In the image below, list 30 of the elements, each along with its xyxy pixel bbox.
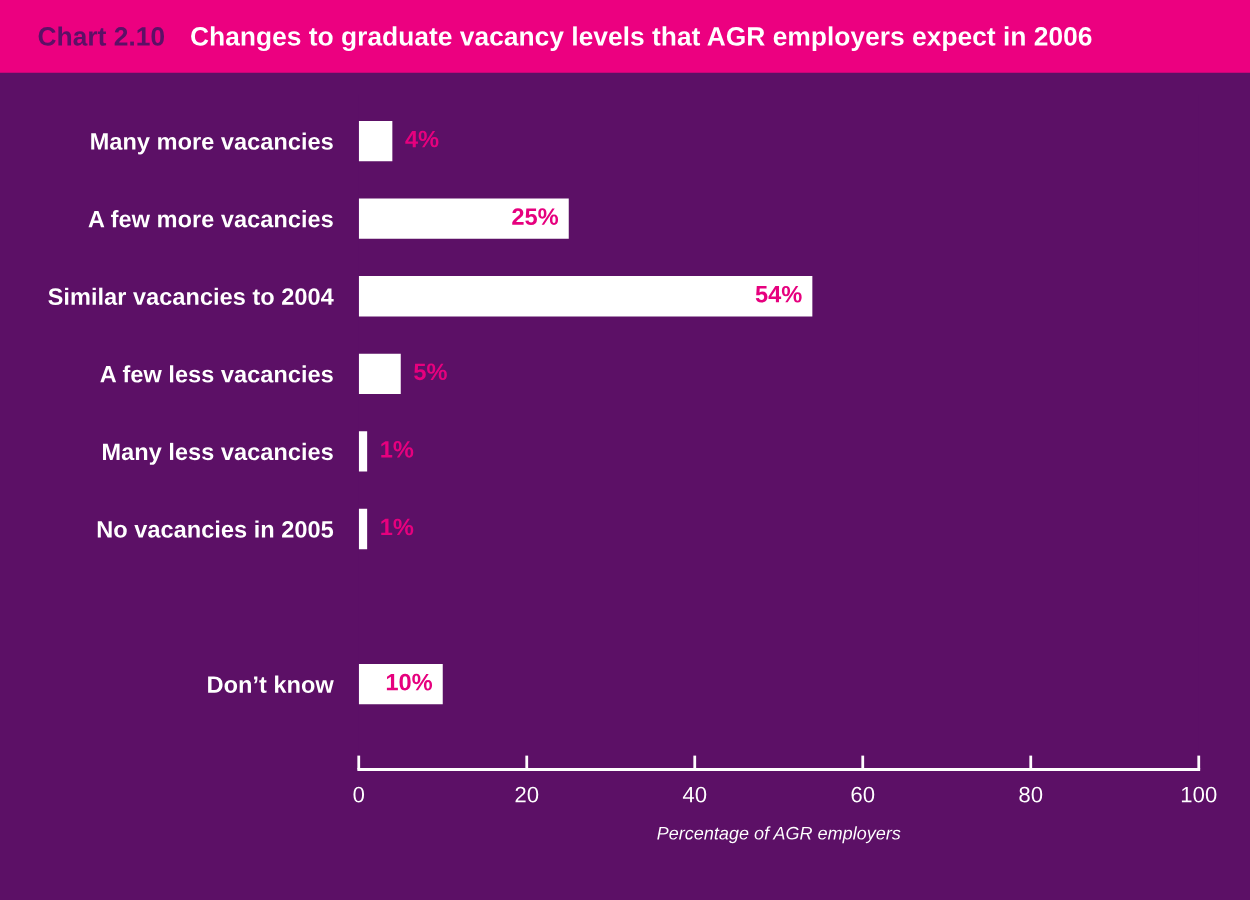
data-label: 1% [381, 441, 414, 458]
x-tick-label: 40 [682, 786, 707, 803]
x-tick-label: 0 [353, 786, 365, 803]
bar [358, 120, 393, 162]
x-tick-label: 80 [1019, 786, 1043, 803]
x-axis-title: Percentage of AGR employers [657, 826, 901, 844]
x-tick-label: 20 [515, 786, 539, 803]
data-label: 54% [755, 285, 802, 303]
bar [358, 663, 443, 705]
data-label: 5% [414, 363, 447, 381]
data-label: 4% [405, 130, 439, 148]
bar [358, 508, 368, 550]
y-tick-label: No vacancies in 2005 [97, 520, 334, 538]
bar [358, 353, 401, 394]
y-tick-label: A few less vacancies [100, 365, 333, 383]
y-tick-label: Many less vacancies [103, 442, 333, 465]
data-label: 10% [386, 673, 433, 691]
bar [358, 276, 813, 317]
chart-title: Changes to graduate vacancy levels that AGR employers expect in 2006 [191, 26, 1092, 52]
y-tick-label: Don’t know [208, 675, 334, 693]
y-tick-label: Similar vacancies to 2004 [48, 287, 334, 306]
y-tick-label: A few more vacancies [88, 210, 333, 228]
bar [358, 198, 569, 239]
data-label: 25% [512, 208, 559, 225]
caption: Chart 2.10 [38, 26, 165, 46]
x-tick-label: 60 [851, 786, 875, 803]
x-tick-label: 100 [1181, 786, 1217, 803]
data-label: 1% [381, 518, 414, 536]
y-tick-label: Many more vacancies [91, 132, 333, 155]
bar [358, 431, 368, 472]
